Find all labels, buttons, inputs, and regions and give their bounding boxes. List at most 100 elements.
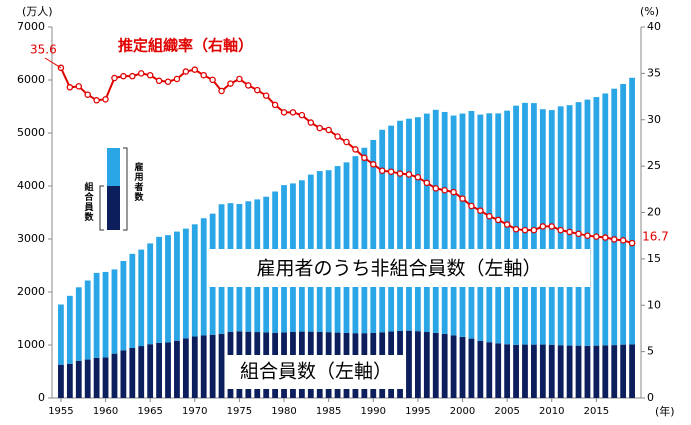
rate-marker [593, 233, 600, 240]
bar [423, 332, 430, 398]
rate-marker [450, 188, 457, 196]
y2-tick-label: 10 [647, 298, 661, 311]
rate-marker [102, 96, 109, 103]
bar [218, 333, 225, 398]
bar [352, 156, 359, 334]
legend-bracket [99, 185, 104, 231]
bar [397, 120, 403, 331]
rate-marker [146, 71, 154, 79]
bar [111, 269, 118, 354]
x-tick-label: 1975 [227, 406, 252, 417]
y-tick-label: 4000 [17, 179, 45, 192]
bar [200, 335, 207, 398]
bar [441, 111, 448, 334]
x-tick-label: 2000 [450, 406, 475, 417]
y2-tick-label: 40 [647, 20, 661, 33]
bar [138, 346, 145, 398]
bar [513, 105, 519, 345]
rate-marker [164, 78, 172, 85]
bar [343, 162, 350, 333]
rate-marker [334, 133, 341, 140]
rate-marker [423, 179, 431, 187]
value-label: 16.7 [642, 230, 669, 244]
rate-marker [378, 167, 386, 175]
bar [182, 228, 189, 339]
bar [441, 333, 448, 398]
x-tick-label: 1955 [48, 406, 73, 417]
rate-marker [441, 186, 448, 194]
y2-tick-label: 30 [647, 113, 661, 126]
bar [593, 345, 600, 398]
rate-marker [75, 83, 83, 90]
rate-marker [387, 168, 395, 175]
rate-marker [512, 225, 520, 233]
rate-marker [245, 82, 252, 89]
bar [531, 344, 537, 398]
x-tick-label: 2005 [494, 406, 519, 417]
bar [156, 236, 162, 343]
rate-marker [316, 124, 323, 132]
bar [138, 249, 145, 347]
bar [191, 336, 198, 398]
bar [459, 336, 466, 398]
rate-marker [209, 76, 216, 84]
x-tick-label: 1985 [316, 406, 341, 417]
rate-marker [325, 126, 332, 134]
x-tick-label: 1970 [182, 406, 207, 417]
rate-marker [120, 72, 127, 80]
label-box [226, 355, 406, 389]
bar [58, 364, 64, 398]
rate-marker [155, 77, 163, 85]
rate-marker [343, 138, 350, 146]
bar [147, 243, 154, 345]
rate-marker [396, 170, 404, 177]
rate-marker [370, 161, 377, 168]
bar [379, 129, 386, 333]
legend-swatch [107, 148, 120, 186]
bar [93, 272, 100, 358]
bar [414, 331, 421, 398]
bar [477, 114, 484, 341]
bar [611, 345, 618, 398]
rate-marker [254, 86, 261, 94]
y-tick-label: 6000 [17, 73, 45, 86]
bar [486, 342, 493, 398]
rate-marker [307, 119, 315, 126]
rate-marker [173, 75, 181, 83]
x-tick-label: 2015 [584, 406, 609, 417]
y2-tick-label: 5 [647, 345, 654, 358]
bar [84, 359, 91, 398]
rate-marker [521, 226, 529, 234]
rate-marker [93, 97, 100, 104]
bar [531, 103, 537, 345]
y2-tick-label: 35 [647, 66, 661, 79]
rate-marker [262, 92, 270, 99]
label-box [208, 249, 590, 287]
rate-marker [298, 111, 306, 119]
rate-marker [486, 212, 493, 220]
bar [102, 271, 109, 358]
bar [406, 330, 412, 398]
x-tick-label: 1990 [361, 406, 386, 417]
x-axis-label: (年) [655, 404, 675, 418]
bar [557, 106, 564, 346]
bar [504, 344, 511, 398]
rate-marker [548, 223, 556, 230]
bar [174, 231, 180, 341]
rate-marker [619, 237, 627, 244]
bar [450, 335, 457, 398]
bar [423, 113, 430, 333]
y-tick-label: 2000 [17, 285, 45, 298]
rate-marker [575, 230, 582, 238]
leader [44, 57, 62, 69]
rate-marker [494, 216, 502, 224]
y-tick-label: 5000 [17, 126, 45, 139]
rate-marker [271, 101, 279, 109]
bar [602, 345, 609, 398]
bar [84, 280, 91, 360]
legend-label: 組合員数 [83, 181, 95, 222]
rate-marker [289, 109, 297, 116]
rate-marker [66, 84, 74, 91]
bar [513, 344, 519, 398]
